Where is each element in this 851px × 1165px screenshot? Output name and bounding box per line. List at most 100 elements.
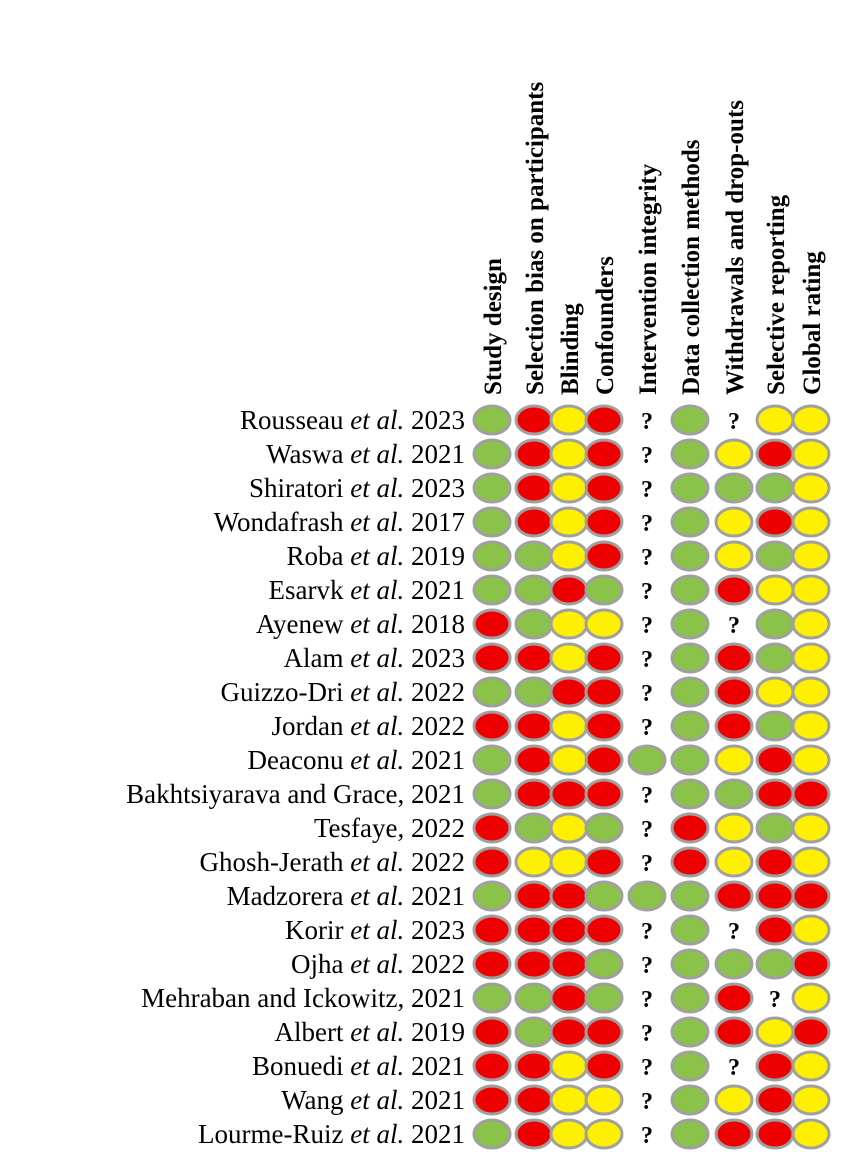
rating-unclear-mark: ?: [728, 409, 740, 435]
row-author: Roba: [287, 541, 351, 571]
row-year: 2022: [411, 711, 465, 741]
rating-high-ellipse: [514, 948, 554, 980]
rating-low-ellipse: [627, 744, 667, 776]
row-year: 2021: [411, 881, 465, 911]
rating-low-ellipse: [670, 948, 710, 980]
rating-moderate-ellipse: [791, 1118, 831, 1150]
rating-moderate-ellipse: [791, 1084, 831, 1116]
rating-low-ellipse: [755, 710, 795, 742]
rating-high-ellipse: [755, 914, 795, 946]
rating-low-ellipse: [472, 404, 512, 436]
rating-moderate-ellipse: [791, 608, 831, 640]
column-label-data-collection-methods: Data collection methods: [678, 139, 705, 395]
rating-moderate-ellipse: [549, 1118, 589, 1150]
rating-unclear-mark: ?: [641, 715, 653, 741]
rating-high-ellipse: [714, 1016, 754, 1048]
rating-moderate-ellipse: [549, 472, 589, 504]
rating-high-ellipse: [714, 676, 754, 708]
rating-high-ellipse: [584, 778, 624, 810]
rating-low-ellipse: [472, 676, 512, 708]
row-author: Ojha: [291, 949, 350, 979]
rating-moderate-ellipse: [549, 608, 589, 640]
rating-moderate-ellipse: [714, 846, 754, 878]
rating-high-ellipse: [514, 1118, 554, 1150]
row-author: Guizzo-Dri: [221, 677, 351, 707]
rating-moderate-ellipse: [791, 676, 831, 708]
row-etal: et al.: [350, 949, 411, 979]
row-author: Shiratori: [249, 473, 350, 503]
rating-unclear-mark: ?: [641, 511, 653, 537]
rating-unclear-mark: ?: [641, 613, 653, 639]
rating-high-ellipse: [584, 1050, 624, 1082]
rating-low-ellipse: [714, 472, 754, 504]
rating-high-ellipse: [514, 744, 554, 776]
row-labels: Rousseau et al. 2023 Waswa et al. 2021 Shi…: [126, 405, 465, 1149]
rating-moderate-ellipse: [791, 506, 831, 538]
rating-high-ellipse: [514, 506, 554, 538]
rating-low-ellipse: [714, 778, 754, 810]
rating-moderate-ellipse: [714, 1084, 754, 1116]
rating-high-ellipse: [791, 948, 831, 980]
column-label-selection-bias-on-participants: Selection bias on participants: [522, 82, 549, 395]
rating-low-ellipse: [584, 982, 624, 1014]
rating-high-ellipse: [549, 1016, 589, 1048]
rating-low-ellipse: [514, 812, 554, 844]
rating-moderate-ellipse: [549, 506, 589, 538]
row-year: 2023: [411, 473, 465, 503]
row-author: Albert: [275, 1017, 351, 1047]
rating-low-ellipse: [670, 438, 710, 470]
rating-high-ellipse: [791, 880, 831, 912]
rating-low-ellipse: [670, 574, 710, 606]
rating-low-ellipse: [755, 948, 795, 980]
rating-high-ellipse: [755, 846, 795, 878]
rating-high-ellipse: [472, 846, 512, 878]
rating-low-ellipse: [670, 710, 710, 742]
rating-high-ellipse: [791, 778, 831, 810]
row-author: Korir: [285, 915, 350, 945]
rating-moderate-ellipse: [714, 744, 754, 776]
rating-moderate-ellipse: [791, 404, 831, 436]
rating-high-ellipse: [549, 982, 589, 1014]
rating-high-ellipse: [755, 880, 795, 912]
rating-moderate-ellipse: [514, 846, 554, 878]
rating-high-ellipse: [584, 846, 624, 878]
rating-low-ellipse: [514, 540, 554, 572]
rating-high-ellipse: [514, 438, 554, 470]
row-author: Wondafrash: [214, 507, 351, 537]
rating-moderate-ellipse: [549, 1084, 589, 1116]
row-etal: et al.: [350, 439, 411, 469]
rating-unclear-mark: ?: [728, 1055, 740, 1081]
column-label-confounders: Confounders: [592, 256, 619, 395]
rating-moderate-ellipse: [791, 472, 831, 504]
rating-low-ellipse: [472, 506, 512, 538]
rating-low-ellipse: [670, 914, 710, 946]
row-year: 2022: [411, 677, 465, 707]
rating-high-ellipse: [584, 744, 624, 776]
rating-low-ellipse: [755, 642, 795, 674]
rating-low-ellipse: [670, 404, 710, 436]
rating-unclear-mark: ?: [641, 1055, 653, 1081]
rating-high-ellipse: [714, 880, 754, 912]
row-label-wang: Wang et al. 2021: [281, 1085, 465, 1115]
rating-moderate-ellipse: [791, 710, 831, 742]
row-year: 2022: [411, 949, 465, 979]
rating-high-ellipse: [584, 404, 624, 436]
rating-high-ellipse: [472, 1084, 512, 1116]
rating-cells: ?????????????????????????: [472, 404, 831, 1150]
row-etal: et al.: [350, 1119, 411, 1149]
rating-unclear-mark: ?: [641, 545, 653, 571]
rating-moderate-ellipse: [549, 812, 589, 844]
row-etal: et al.: [350, 711, 411, 741]
column-labels: Study design Selection bias on participan…: [480, 82, 826, 395]
rating-high-ellipse: [714, 574, 754, 606]
row-author: Ghosh-Jerath: [200, 847, 351, 877]
row-year: 2022: [411, 847, 465, 877]
row-author: Waswa: [266, 439, 350, 469]
row-author: Rousseau: [240, 405, 350, 435]
row-etal: et al.: [350, 1051, 411, 1081]
row-year: 2021: [411, 1085, 465, 1115]
rating-moderate-ellipse: [755, 1016, 795, 1048]
rating-unclear-mark: ?: [641, 579, 653, 605]
rating-low-ellipse: [472, 1118, 512, 1150]
